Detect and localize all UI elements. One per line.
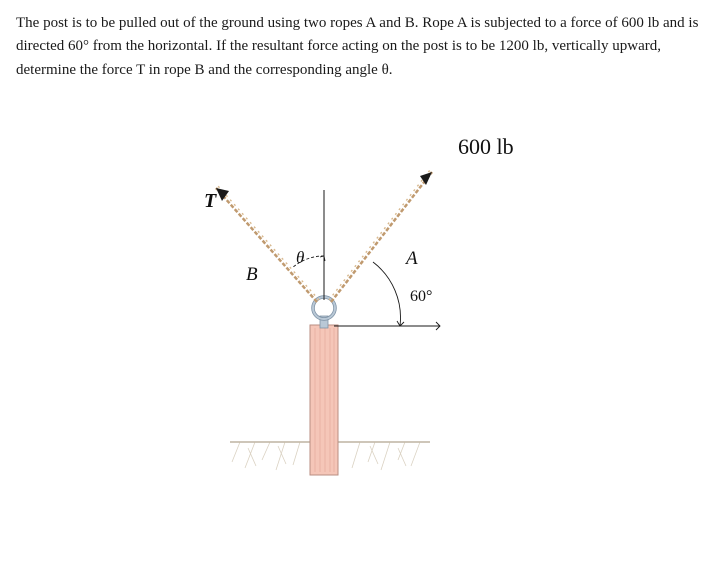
horizontal-reference bbox=[334, 322, 440, 330]
rope-a bbox=[329, 170, 432, 302]
angle-60-label: 60° bbox=[410, 288, 432, 306]
problem-statement: The post is to be pulled out of the grou… bbox=[0, 0, 716, 82]
angle-a-arc bbox=[373, 262, 404, 326]
rope-a-letter: A bbox=[406, 248, 418, 270]
post bbox=[310, 325, 338, 475]
rope-b-letter: B bbox=[246, 264, 258, 286]
t-label: T bbox=[204, 190, 216, 213]
theta-label: θ bbox=[296, 248, 304, 268]
rope-b bbox=[216, 186, 319, 302]
force-a-label: 600 lb bbox=[458, 134, 514, 160]
diagram: 600 lb T A B θ 60° bbox=[0, 110, 716, 586]
